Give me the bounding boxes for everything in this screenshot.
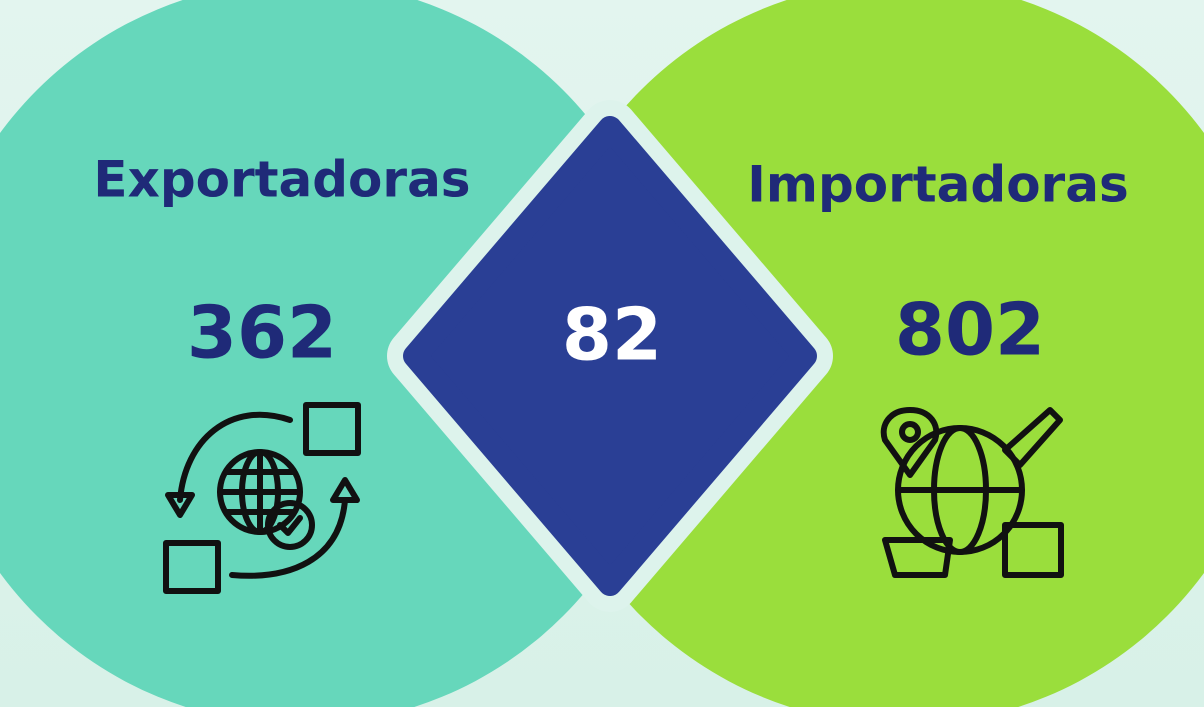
left-circle xyxy=(0,0,672,707)
import-icon xyxy=(880,407,1064,578)
left-value: 362 xyxy=(187,291,337,375)
right-title: Importadoras xyxy=(747,156,1128,214)
center-diamond xyxy=(403,116,817,596)
center-value: 82 xyxy=(562,293,662,377)
right-value: 802 xyxy=(895,288,1045,372)
export-icon xyxy=(163,402,361,594)
left-title: Exportadoras xyxy=(93,151,470,209)
right-circle xyxy=(532,0,1204,707)
